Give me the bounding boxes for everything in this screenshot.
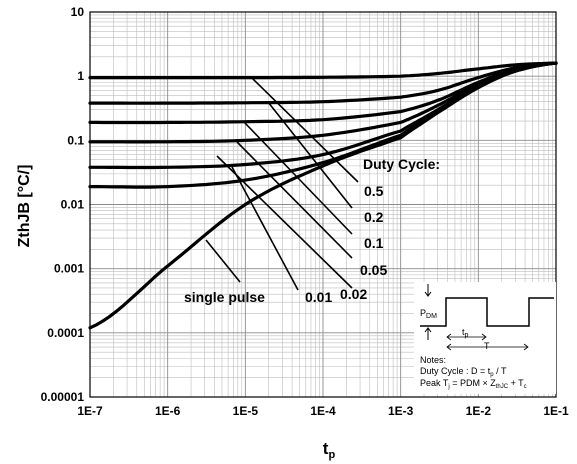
x-tick-label: 1E-6	[155, 404, 181, 418]
leader-line	[267, 101, 353, 209]
leader-line	[236, 141, 353, 259]
x-tick-label: 1E-3	[388, 404, 414, 418]
tp-label-main: t	[462, 327, 465, 337]
y-axis-title: ZthJB [°C/]	[16, 165, 33, 248]
peak-note-main: Peak T	[420, 378, 449, 388]
series-label: 0.01	[305, 289, 332, 305]
leader-line	[231, 166, 299, 291]
tp-label-sub: p	[465, 332, 469, 339]
duty-note-sub: p	[490, 372, 494, 378]
y-tick-label: 0.00001	[41, 390, 85, 404]
period-dimension	[446, 343, 529, 351]
x-tick-label: 1E-5	[233, 404, 259, 418]
axes	[89, 11, 557, 398]
peak-note-sub3: c	[524, 384, 527, 390]
period-label: T	[484, 341, 490, 351]
y-tick-label: 0.01	[61, 198, 85, 212]
duty-cycle-legend-title: Duty Cycle:	[363, 156, 440, 172]
x-tick-label: 1E-7	[77, 404, 103, 418]
x-tick-label: 1E-4	[310, 404, 336, 418]
tp-label: tp	[462, 327, 469, 339]
x-tick-label: 1E-1	[543, 404, 569, 418]
series-label: 0.1	[364, 235, 384, 251]
y-tick-label: 1	[77, 69, 84, 83]
tick-labels: 1E-7 1E-6 1E-5 1E-4 1E-3 1E-2 1E-1 0.00001 0.000…	[41, 5, 569, 418]
series-labels: 0.5 0.2 0.1 0.05 0.02 0.01 single pulse	[184, 183, 387, 305]
notes-inset: PDM tp T Notes: Duty Cycle : D = tp / T …	[414, 282, 556, 394]
y-tick-label: 0.1	[67, 133, 84, 147]
series-line	[88, 61, 558, 330]
series-line	[88, 61, 558, 80]
peak-note-sub2: thJC	[496, 384, 509, 390]
y-tick-label: 0.0001	[47, 326, 84, 340]
peak-note-sub: j	[447, 384, 449, 390]
pulse-waveform	[420, 297, 554, 327]
series-label: 0.05	[360, 262, 387, 278]
series-curves	[88, 61, 558, 330]
pdm-label-main: P	[420, 308, 426, 318]
x-axis-title-sub: p	[328, 449, 335, 461]
peak-note-mid: = PDM × Z	[450, 378, 497, 388]
series-label: single pulse	[184, 289, 265, 305]
pdm-arrow-down	[424, 284, 432, 297]
pdm-arrow-up	[424, 327, 432, 340]
series-label: 0.5	[364, 183, 384, 199]
pdm-label-sub: DM	[426, 313, 437, 320]
duty-note-end: / T	[494, 366, 507, 376]
x-axis-title: tp	[323, 439, 336, 461]
x-tick-label: 1E-2	[466, 404, 492, 418]
y-tick-label: 0.001	[54, 262, 84, 276]
leader-line	[243, 121, 353, 235]
series-label: 0.2	[364, 209, 384, 225]
x-axis-title-main: t	[323, 439, 329, 458]
series-label: 0.02	[340, 286, 367, 302]
peak-tj-note: Peak Tj = PDM × ZthJC + Tc	[420, 378, 527, 390]
duty-note-main: Duty Cycle : D = t	[420, 366, 491, 376]
leader-line	[205, 239, 241, 283]
tp-dimension	[446, 333, 487, 341]
leader-line	[216, 155, 353, 289]
y-tick-label: 10	[71, 5, 85, 19]
duty-cycle-note: Duty Cycle : D = tp / T	[420, 366, 507, 378]
series-line	[88, 61, 558, 105]
notes-title: Notes:	[420, 355, 446, 365]
plot-frame	[89, 11, 557, 398]
pdm-label: PDM	[420, 308, 437, 320]
duty-cycle-leader-lines	[205, 77, 359, 291]
peak-note-end: + T	[508, 378, 524, 388]
leader-line	[251, 77, 359, 183]
